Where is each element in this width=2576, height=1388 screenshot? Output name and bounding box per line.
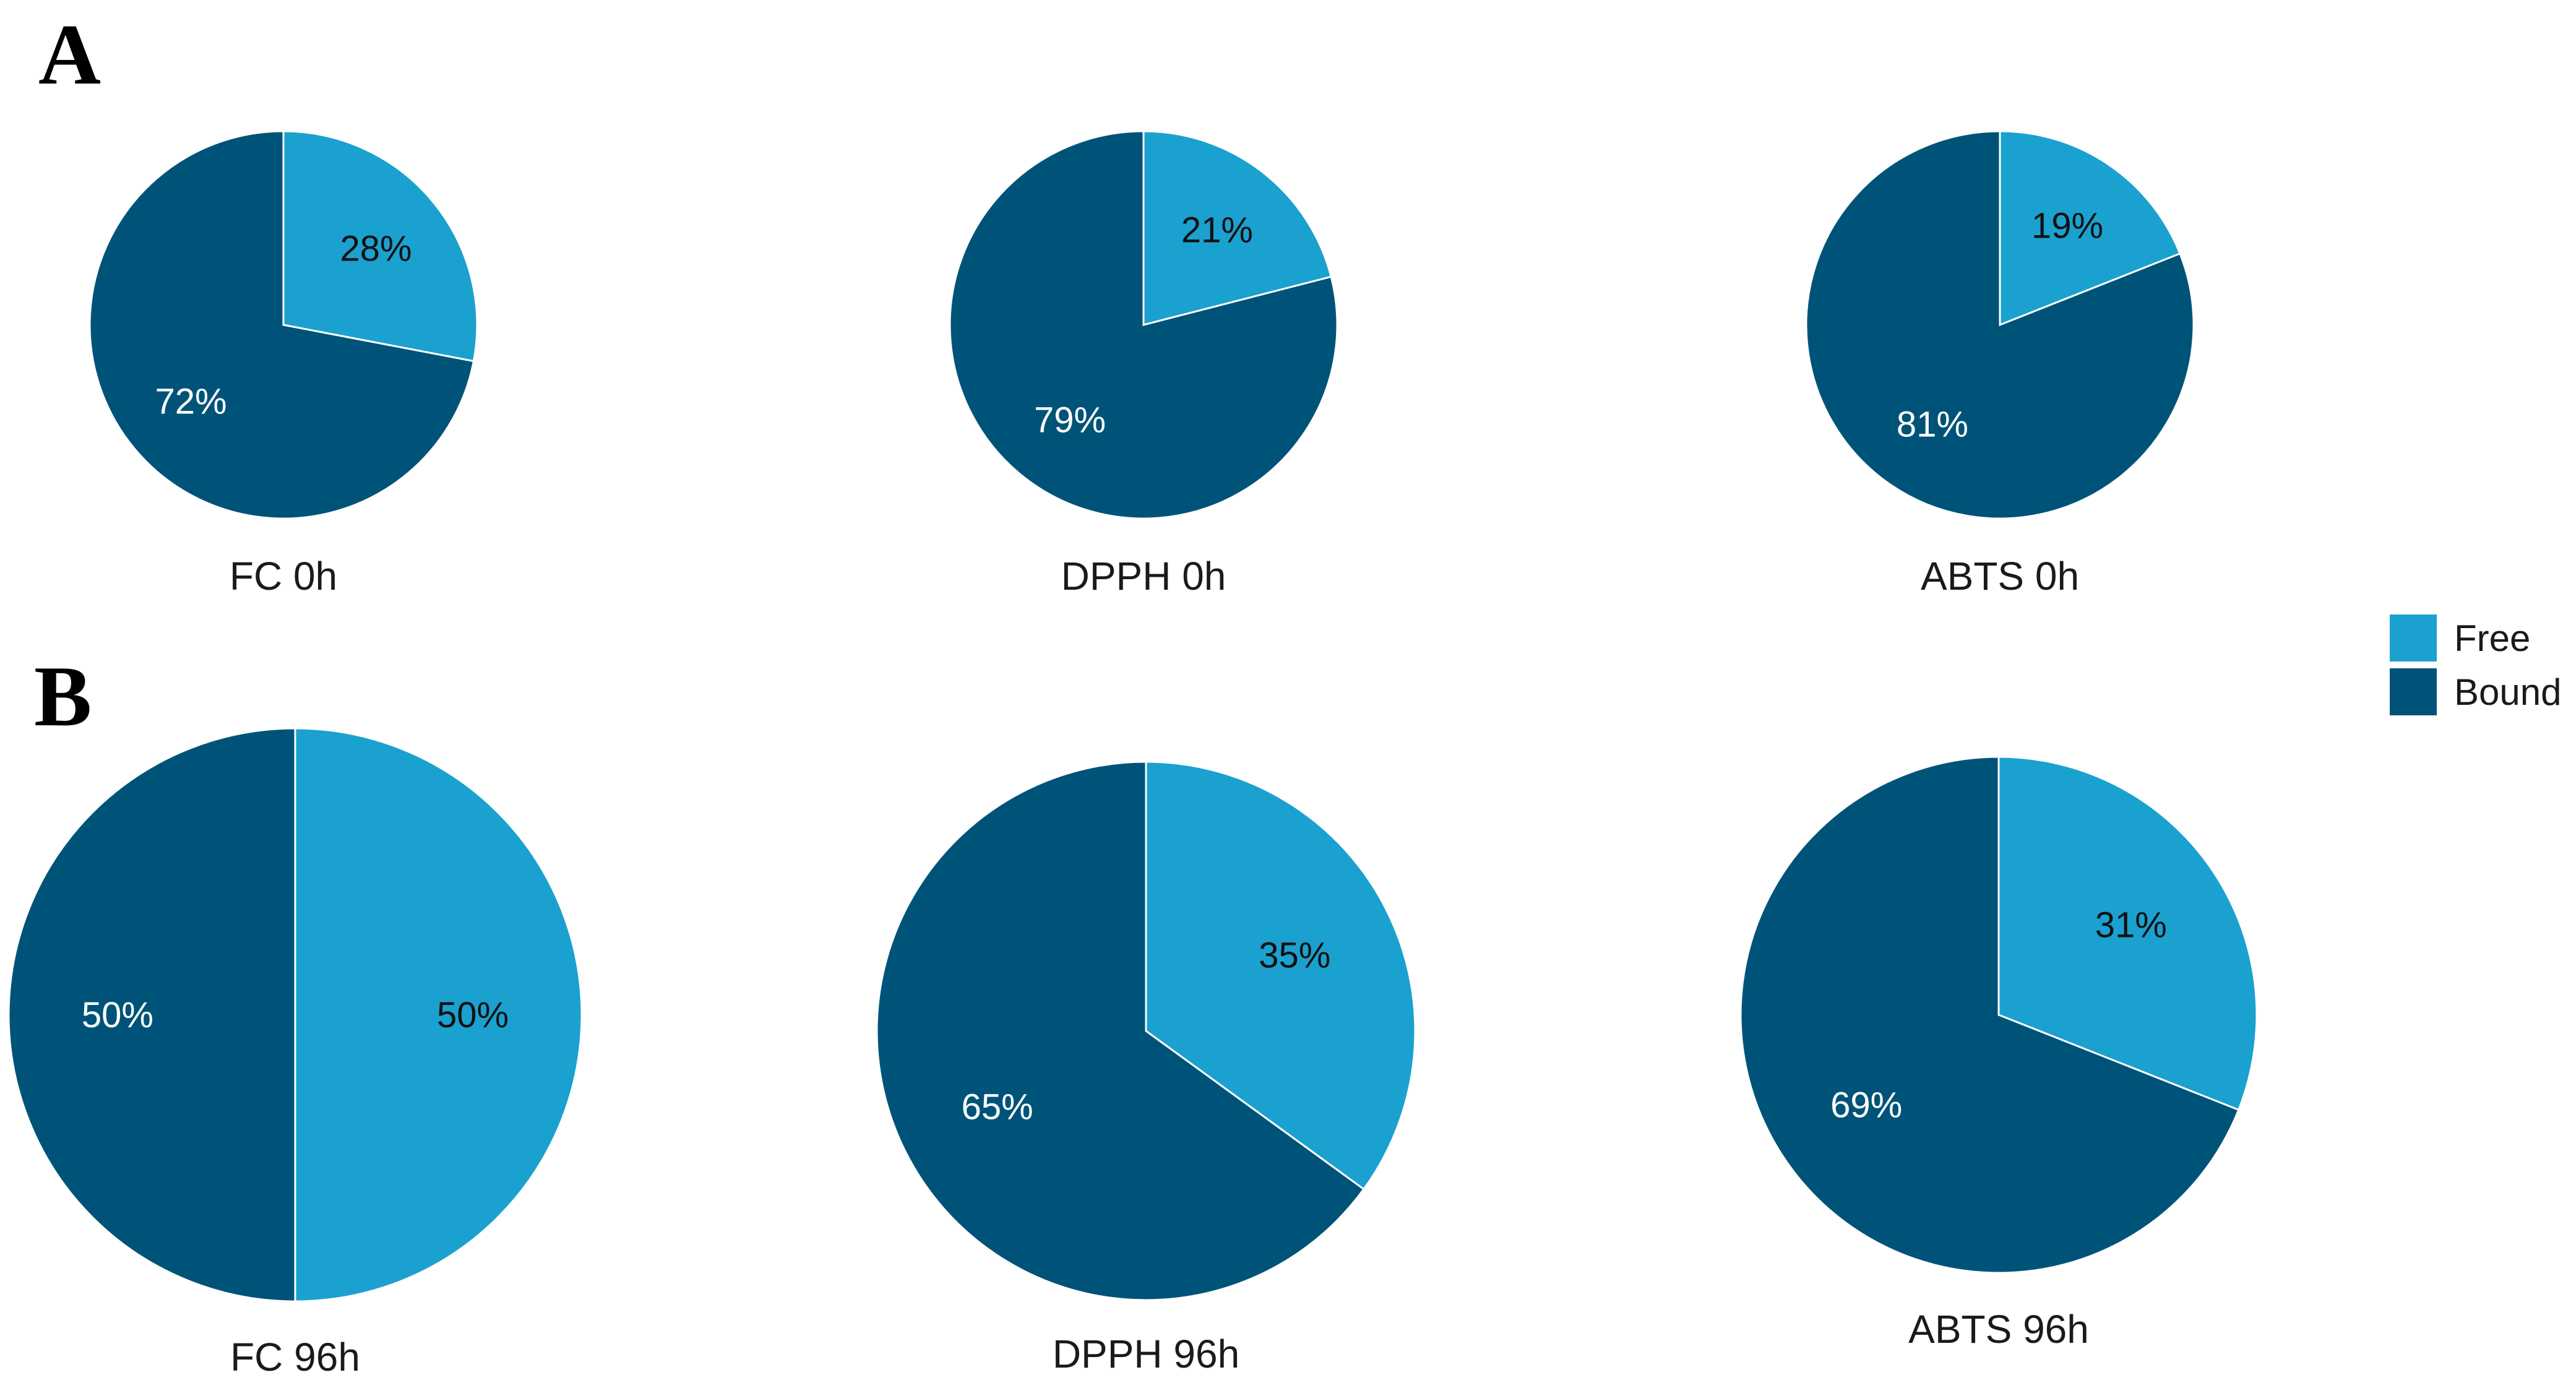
pie-1-label-free: 28% <box>340 228 411 269</box>
legend-swatch-bound <box>2390 668 2437 715</box>
pie-5-slice-free <box>1145 761 1416 1191</box>
pie-4-label-free: 50% <box>437 995 509 1035</box>
pie-5-label-free: 35% <box>1259 936 1330 976</box>
pie-1: 28% 72% FC 0h <box>88 130 478 598</box>
pie-5-slice-bound <box>876 761 1366 1301</box>
pie-6-title: ABTS 96h <box>1908 1307 2089 1351</box>
pie-4: 50% 50% FC 96h <box>7 727 583 1379</box>
pie-2-label-bound: 79% <box>1034 400 1106 440</box>
pie-1-title: FC 0h <box>230 554 337 598</box>
legend: Free Bound <box>2390 614 2562 715</box>
pie-5-title: DPPH 96h <box>1053 1332 1239 1376</box>
pie-2-title: DPPH 0h <box>1061 554 1226 598</box>
pie-1-slice-free <box>282 130 478 363</box>
panel-label-b: B <box>34 649 92 744</box>
pie-3-label-free: 19% <box>2031 206 2103 246</box>
pie-2-slice-free <box>1142 130 1332 326</box>
pie-1-slice-bound <box>88 130 475 520</box>
pie-3-title: ABTS 0h <box>1921 554 2079 598</box>
pies-group: 28% 72% FC 0h 21% 79% DPPH 0h 19% 81% ABTS 0h 50%… <box>7 130 2258 1379</box>
pie-3: 19% 81% ABTS 0h <box>1805 130 2195 598</box>
legend-label-bound: Bound <box>2454 671 2562 713</box>
pie-4-label-bound: 50% <box>82 995 153 1035</box>
pie-6-label-free: 31% <box>2095 905 2167 946</box>
pie-3-slice-bound <box>1805 130 2195 520</box>
pie-5-label-bound: 65% <box>962 1087 1033 1127</box>
pie-2: 21% 79% DPPH 0h <box>949 130 1338 598</box>
pie-6-slice-bound <box>1739 756 2240 1274</box>
pie-4-slice-free <box>294 727 583 1303</box>
pie-6-slice-free <box>1997 756 2258 1111</box>
legend-swatch-free <box>2390 614 2437 662</box>
pie-2-label-free: 21% <box>1181 210 1253 251</box>
legend-label-free: Free <box>2454 618 2530 659</box>
pie-4-title: FC 96h <box>230 1335 360 1379</box>
pie-4-slice-bound <box>7 727 296 1303</box>
pie-3-slice-free <box>1999 130 2181 327</box>
pie-3-label-bound: 81% <box>1897 405 1968 445</box>
pie-1-label-bound: 72% <box>155 382 226 422</box>
pie-5: 35% 65% DPPH 96h <box>876 761 1416 1376</box>
pie-6-label-bound: 69% <box>1830 1085 1902 1125</box>
pie-6: 31% 69% ABTS 96h <box>1739 756 2258 1351</box>
panel-label-a: A <box>38 7 101 103</box>
pie-2-slice-bound <box>949 130 1338 520</box>
